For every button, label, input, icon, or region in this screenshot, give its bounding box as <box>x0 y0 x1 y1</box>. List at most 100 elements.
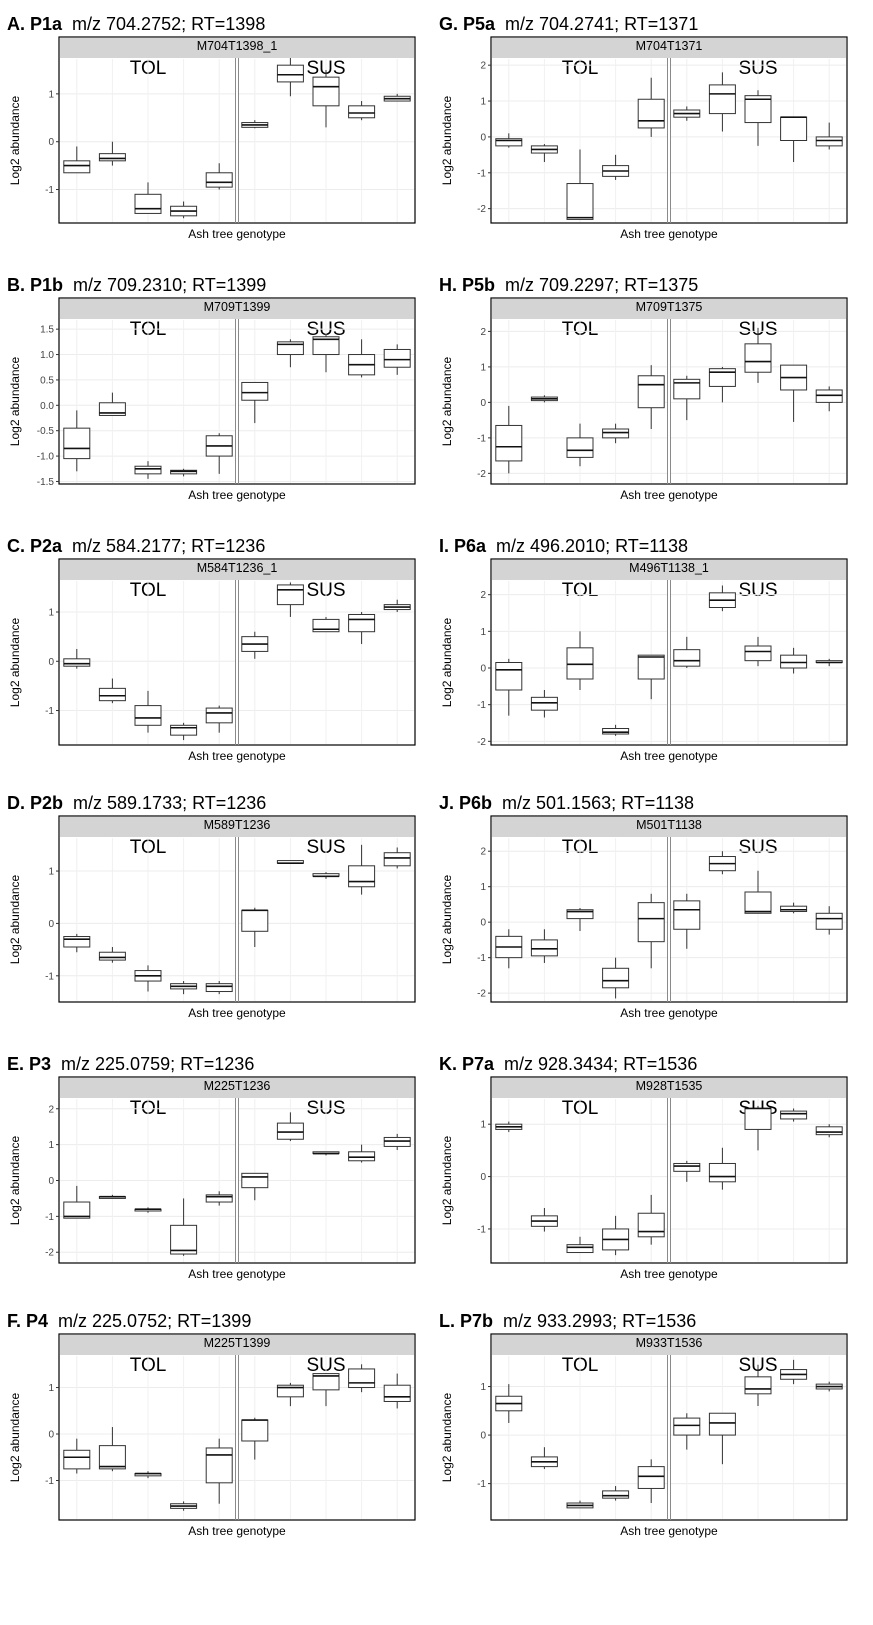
y-tick-label: 0 <box>480 918 486 929</box>
panel-frame <box>58 558 416 746</box>
chart-panel: I. P6a m/z 496.2010; RT=1138M496T1138_1TO… <box>439 536 848 763</box>
panel-label: C. P2a <box>7 536 63 556</box>
box-plot <box>98 141 126 166</box>
panel-heading: G. P5a m/z 704.2741; RT=1371 <box>439 14 698 34</box>
box-plot <box>134 965 162 992</box>
y-tick-label: 1.5 <box>40 325 54 336</box>
strip-background <box>59 37 415 58</box>
panel-title: m/z 704.2741; RT=1371 <box>505 14 698 34</box>
box-plot <box>276 582 304 617</box>
y-tick-label: 0 <box>48 919 54 930</box>
chart-panel: C. P2a m/z 584.2177; RT=1236M584T1236_1TO… <box>7 536 416 763</box>
box-iqr <box>744 645 772 662</box>
box-plot <box>63 410 91 472</box>
box-plot <box>673 1160 701 1182</box>
y-tick-label: -2 <box>477 737 486 748</box>
box-plot <box>241 1417 269 1460</box>
box-iqr <box>98 687 126 702</box>
box-plot <box>348 339 376 378</box>
box-iqr <box>495 424 523 462</box>
box-plot <box>63 146 91 174</box>
y-tick-label: -1 <box>477 953 486 964</box>
y-axis-label: Log2 abundance <box>440 617 454 707</box>
box-plot <box>383 1373 411 1409</box>
box-plot <box>637 365 665 429</box>
box-iqr <box>383 1136 411 1147</box>
strip-title: M704T1398_1 <box>197 39 278 53</box>
y-tick-label: 0 <box>48 137 54 148</box>
box-iqr <box>744 95 772 124</box>
box-plot <box>348 1144 376 1163</box>
panel-heading: C. P2a m/z 584.2177; RT=1236 <box>7 536 265 556</box>
box-plot <box>780 116 808 163</box>
box-plot <box>566 907 594 932</box>
box-iqr <box>815 389 843 403</box>
box-iqr <box>348 1368 376 1389</box>
box-iqr <box>205 1447 233 1484</box>
box-plot <box>744 636 772 667</box>
box-iqr <box>673 1162 701 1172</box>
box-iqr <box>744 891 772 914</box>
gridlines <box>60 838 414 1001</box>
box-plot <box>98 392 126 416</box>
box-plot <box>673 636 701 668</box>
box-plot <box>495 133 523 148</box>
y-tick-label: 0 <box>480 1431 486 1442</box>
box-iqr <box>205 707 233 724</box>
box-plot <box>815 658 843 667</box>
y-axis-label: Log2 abundance <box>440 95 454 185</box>
box-plot <box>637 77 665 137</box>
box-plot <box>383 1133 411 1151</box>
box-iqr <box>637 1212 665 1238</box>
box-plot <box>63 648 91 669</box>
box-plot <box>205 705 233 733</box>
strip-background <box>59 298 415 319</box>
x-axis-label: Ash tree genotype <box>188 1524 286 1538</box>
y-tick-label: 1 <box>480 882 486 893</box>
strip-title: M704T1371 <box>636 39 703 53</box>
x-axis-label: Ash tree genotype <box>620 488 718 502</box>
y-tick-label: -1 <box>477 1479 486 1490</box>
box-plot <box>566 631 594 690</box>
box-plot <box>744 870 772 914</box>
box-iqr <box>815 1126 843 1136</box>
box-plot <box>276 860 304 864</box>
box-iqr <box>708 84 736 115</box>
y-tick-label: 1 <box>480 362 486 373</box>
strip-title: M589T1236 <box>204 818 271 832</box>
box-iqr <box>383 348 411 368</box>
box-iqr <box>63 160 91 174</box>
strip-title: M709T1375 <box>636 300 703 314</box>
y-tick-label: 0 <box>480 398 486 409</box>
y-tick-label: 0 <box>480 664 486 675</box>
x-axis-label: Ash tree genotype <box>188 488 286 502</box>
box-plot <box>134 1471 162 1479</box>
box-iqr <box>495 138 523 147</box>
y-tick-label: 1 <box>48 89 54 100</box>
strip-background <box>491 559 847 580</box>
box-plot <box>708 851 736 875</box>
box-iqr <box>205 1194 233 1203</box>
box-plot <box>170 1501 198 1511</box>
panel-frame <box>490 1333 848 1521</box>
y-tick-label: -1 <box>45 1212 54 1223</box>
box-iqr <box>205 172 233 188</box>
box-plot <box>780 1108 808 1122</box>
box-plot <box>312 616 340 633</box>
panel-label: E. P3 <box>7 1054 51 1074</box>
box-iqr <box>383 1384 411 1402</box>
strip-background <box>491 1334 847 1355</box>
strip-background <box>59 1334 415 1355</box>
panel-frame <box>490 558 848 746</box>
box-plot <box>495 929 523 969</box>
box-iqr <box>348 613 376 633</box>
box-plot <box>312 872 340 879</box>
chart-panel: A. P1a m/z 704.2752; RT=1398M704T1398_1TO… <box>7 14 416 241</box>
box-plot <box>134 1207 162 1213</box>
box-iqr <box>566 183 594 220</box>
box-iqr <box>63 1201 91 1219</box>
y-tick-label: 1.0 <box>40 350 54 361</box>
box-plot <box>383 93 411 102</box>
